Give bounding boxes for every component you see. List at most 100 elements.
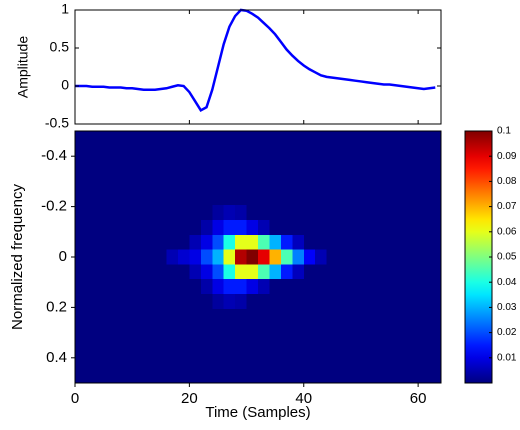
heatmap-cell [292, 145, 305, 162]
heatmap-cell [338, 368, 351, 384]
heatmap-cell [360, 205, 373, 221]
heatmap-cell [269, 249, 282, 266]
heatmap-cell [349, 145, 362, 162]
heatmap-cell [360, 234, 373, 251]
heatmap-cell [143, 190, 156, 206]
heatmap-cell [132, 308, 145, 325]
heatmap-cell [189, 338, 202, 354]
y-tick-label: 0 [59, 248, 67, 265]
heatmap-cells [75, 131, 442, 384]
heatmap-cell [303, 131, 316, 147]
heatmap-cell [326, 338, 339, 354]
heatmap-cell [395, 219, 408, 236]
heatmap-cell [155, 205, 168, 221]
y-tick-label: -0.2 [41, 198, 67, 215]
heatmap-cell [360, 190, 373, 206]
heatmap-cell [315, 323, 328, 340]
heatmap-cell [120, 323, 133, 340]
heatmap-cell [349, 279, 362, 295]
heatmap-cell [132, 160, 145, 177]
heatmap-cell [349, 131, 362, 147]
heatmap-cell [395, 323, 408, 340]
heatmap-cell [429, 294, 442, 310]
heatmap-cell [349, 190, 362, 206]
heatmap-cell [200, 145, 213, 162]
heatmap-cell [383, 145, 396, 162]
heatmap-cell [155, 323, 168, 340]
heatmap-cell [212, 234, 225, 251]
heatmap-cell [75, 368, 88, 384]
heatmap-cell [223, 131, 236, 147]
heatmap-cell [269, 308, 282, 325]
heatmap-cell [155, 264, 168, 280]
heatmap-cell [406, 219, 419, 236]
heatmap-cell [303, 249, 316, 266]
heatmap-cell [189, 145, 202, 162]
y-tick-label: 0 [61, 77, 69, 93]
heatmap-cell [132, 234, 145, 251]
heatmap-cell [303, 190, 316, 206]
heatmap-cell [269, 160, 282, 177]
heatmap-cell [177, 323, 190, 340]
heatmap-cell [246, 131, 259, 147]
heatmap-cell [258, 279, 271, 295]
heatmap-cell [258, 145, 271, 162]
heatmap-cell [349, 323, 362, 340]
heatmap-cell [235, 145, 248, 162]
y-tick-label: 0.2 [46, 298, 67, 315]
heatmap-cell [166, 323, 179, 340]
heatmap-cell [383, 205, 396, 221]
heatmap-cell [258, 353, 271, 369]
heatmap-cell [338, 294, 351, 310]
y-tick-label: -0.4 [41, 147, 67, 164]
heatmap-cell [326, 353, 339, 369]
heatmap-cell [235, 131, 248, 147]
heatmap-cell [395, 368, 408, 384]
heatmap-cell [292, 368, 305, 384]
heatmap-cell [406, 368, 419, 384]
heatmap-cell [143, 219, 156, 236]
heatmap-cell [155, 308, 168, 325]
heatmap-cell [269, 219, 282, 236]
heatmap-cell [132, 190, 145, 206]
heatmap-cell [86, 323, 99, 340]
heatmap-cell [303, 234, 316, 251]
heatmap-cell [75, 338, 88, 354]
x-tick-label: 0 [71, 390, 79, 407]
heatmap-cell [212, 264, 225, 280]
heatmap-cell [372, 234, 385, 251]
heatmap-cell [189, 234, 202, 251]
heatmap-cell [246, 234, 259, 251]
heatmap-cell [280, 279, 293, 295]
heatmap-cell [418, 205, 431, 221]
heatmap-cell [246, 160, 259, 177]
heatmap-cell [246, 175, 259, 191]
heatmap-cell [189, 353, 202, 369]
heatmap-cell [429, 353, 442, 369]
heatmap-cell [429, 234, 442, 251]
heatmap-cell [280, 160, 293, 177]
heatmap-cell [349, 294, 362, 310]
heatmap-cell [75, 249, 88, 266]
heatmap-cell [338, 205, 351, 221]
plot-frame [74, 9, 442, 125]
heatmap-cell [86, 219, 99, 236]
heatmap-cell [326, 308, 339, 325]
heatmap-cell [235, 234, 248, 251]
heatmap-cell [383, 249, 396, 266]
heatmap-cell [143, 264, 156, 280]
heatmap-cell [406, 145, 419, 162]
heatmap-cell [97, 190, 110, 206]
heatmap-cell [212, 294, 225, 310]
heatmap-cell [315, 279, 328, 295]
heatmap-cell [246, 368, 259, 384]
heatmap-cell [166, 190, 179, 206]
heatmap-cell [75, 175, 88, 191]
heatmap-cell [109, 190, 122, 206]
heatmap-cell [372, 264, 385, 280]
heatmap-cell [349, 219, 362, 236]
heatmap-cell [143, 323, 156, 340]
heatmap-cell [200, 249, 213, 266]
heatmap-cell [349, 205, 362, 221]
heatmap-cell [132, 219, 145, 236]
